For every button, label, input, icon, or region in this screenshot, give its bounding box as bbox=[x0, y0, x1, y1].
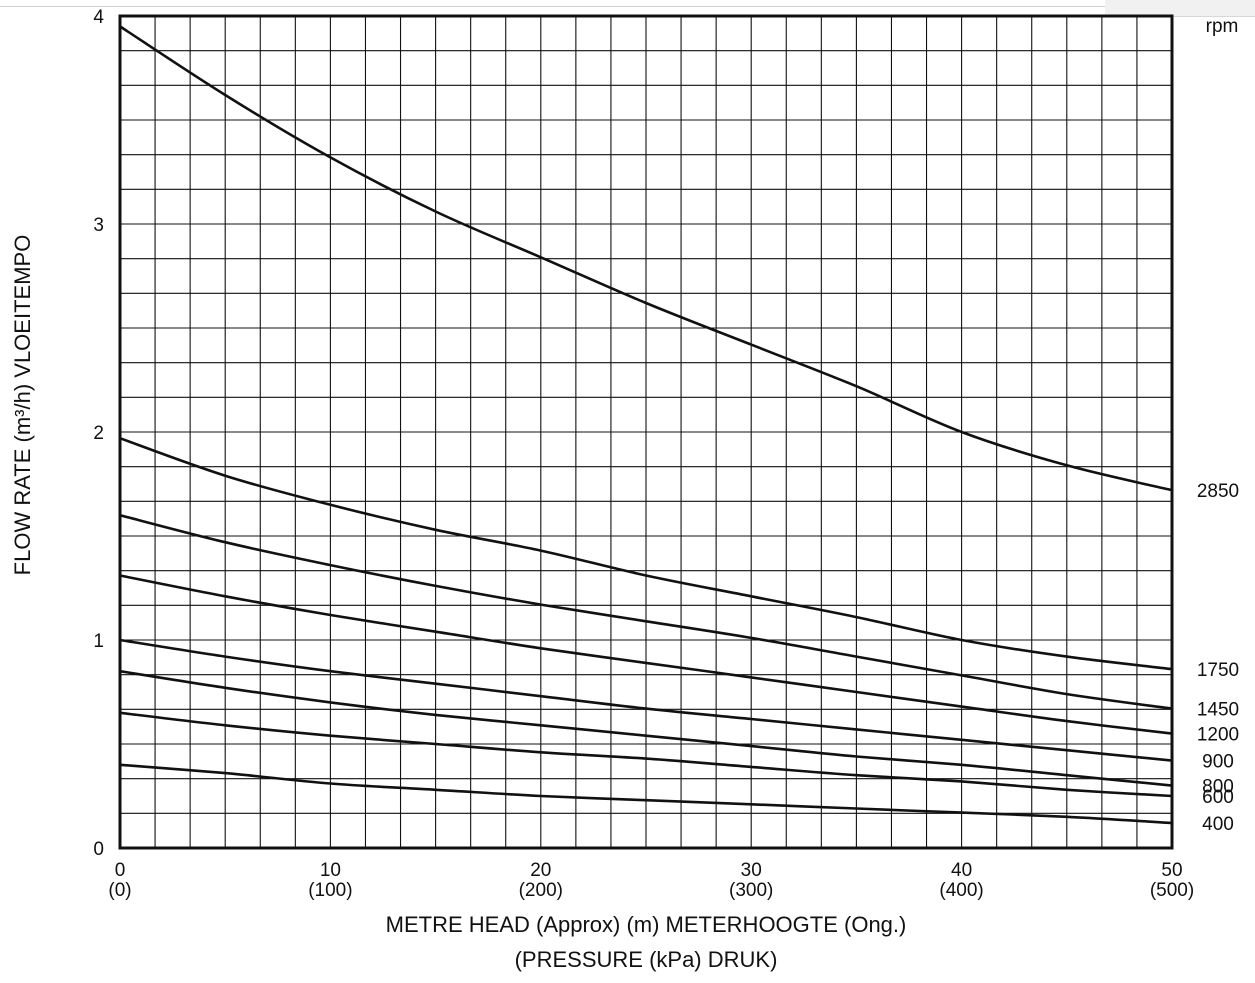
x-tick-sublabel: (200) bbox=[519, 880, 563, 901]
grid bbox=[120, 16, 1172, 848]
x-tick-sublabel: (300) bbox=[729, 880, 773, 901]
series-label-2850: 2850 bbox=[1197, 481, 1239, 502]
axis-ticks: 012340(0)10(100)20(200)30(300)40(400)50(… bbox=[93, 7, 1194, 901]
series-label-400: 400 bbox=[1202, 814, 1234, 835]
y-tick-label: 0 bbox=[93, 839, 104, 860]
x-tick-label: 0 bbox=[115, 860, 126, 881]
series-label-1450: 1450 bbox=[1197, 700, 1239, 721]
series-line-1200 bbox=[119, 574, 1173, 735]
series-line-400 bbox=[119, 763, 1173, 825]
series-line-2850 bbox=[119, 25, 1173, 492]
series-label-1200: 1200 bbox=[1197, 725, 1239, 746]
x-tick-sublabel: (500) bbox=[1150, 880, 1194, 901]
y-tick-label: 2 bbox=[93, 423, 104, 444]
x-tick-label: 50 bbox=[1161, 860, 1182, 881]
y-tick-label: 1 bbox=[93, 631, 104, 652]
x-tick-label: 40 bbox=[951, 860, 972, 881]
y-tick-label: 4 bbox=[93, 7, 104, 28]
y-axis-label: FLOW RATE (m³/h) VLOEITEMPO bbox=[10, 235, 35, 576]
series-label-1750: 1750 bbox=[1197, 660, 1239, 681]
x-tick-label: 20 bbox=[530, 860, 551, 881]
x-tick-sublabel: (400) bbox=[939, 880, 983, 901]
series-line-1750 bbox=[119, 436, 1173, 671]
series-label-600: 600 bbox=[1202, 787, 1234, 808]
x-tick-sublabel: (0) bbox=[108, 880, 131, 901]
series-label-900: 900 bbox=[1202, 752, 1234, 773]
series-line-600 bbox=[119, 711, 1173, 798]
legend-title-rpm: rpm bbox=[1206, 16, 1239, 37]
top-rule bbox=[0, 6, 1255, 7]
x-tick-sublabel: (100) bbox=[308, 880, 352, 901]
series-line-900 bbox=[119, 638, 1173, 762]
series-lines bbox=[119, 25, 1173, 825]
x-tick-label: 30 bbox=[741, 860, 762, 881]
series-label-800: 800 bbox=[1202, 777, 1234, 798]
series-line-1450 bbox=[119, 513, 1173, 710]
series-line-800 bbox=[119, 669, 1173, 787]
x-tick-label: 10 bbox=[320, 860, 341, 881]
y-tick-label: 3 bbox=[93, 215, 104, 236]
x-axis-sublabel: (PRESSURE (kPa) DRUK) bbox=[515, 947, 778, 972]
x-axis-label: METRE HEAD (Approx) (m) METERHOOGTE (Ong… bbox=[386, 912, 907, 937]
plot-frame bbox=[118, 14, 1174, 850]
top-tab bbox=[1105, 0, 1255, 17]
